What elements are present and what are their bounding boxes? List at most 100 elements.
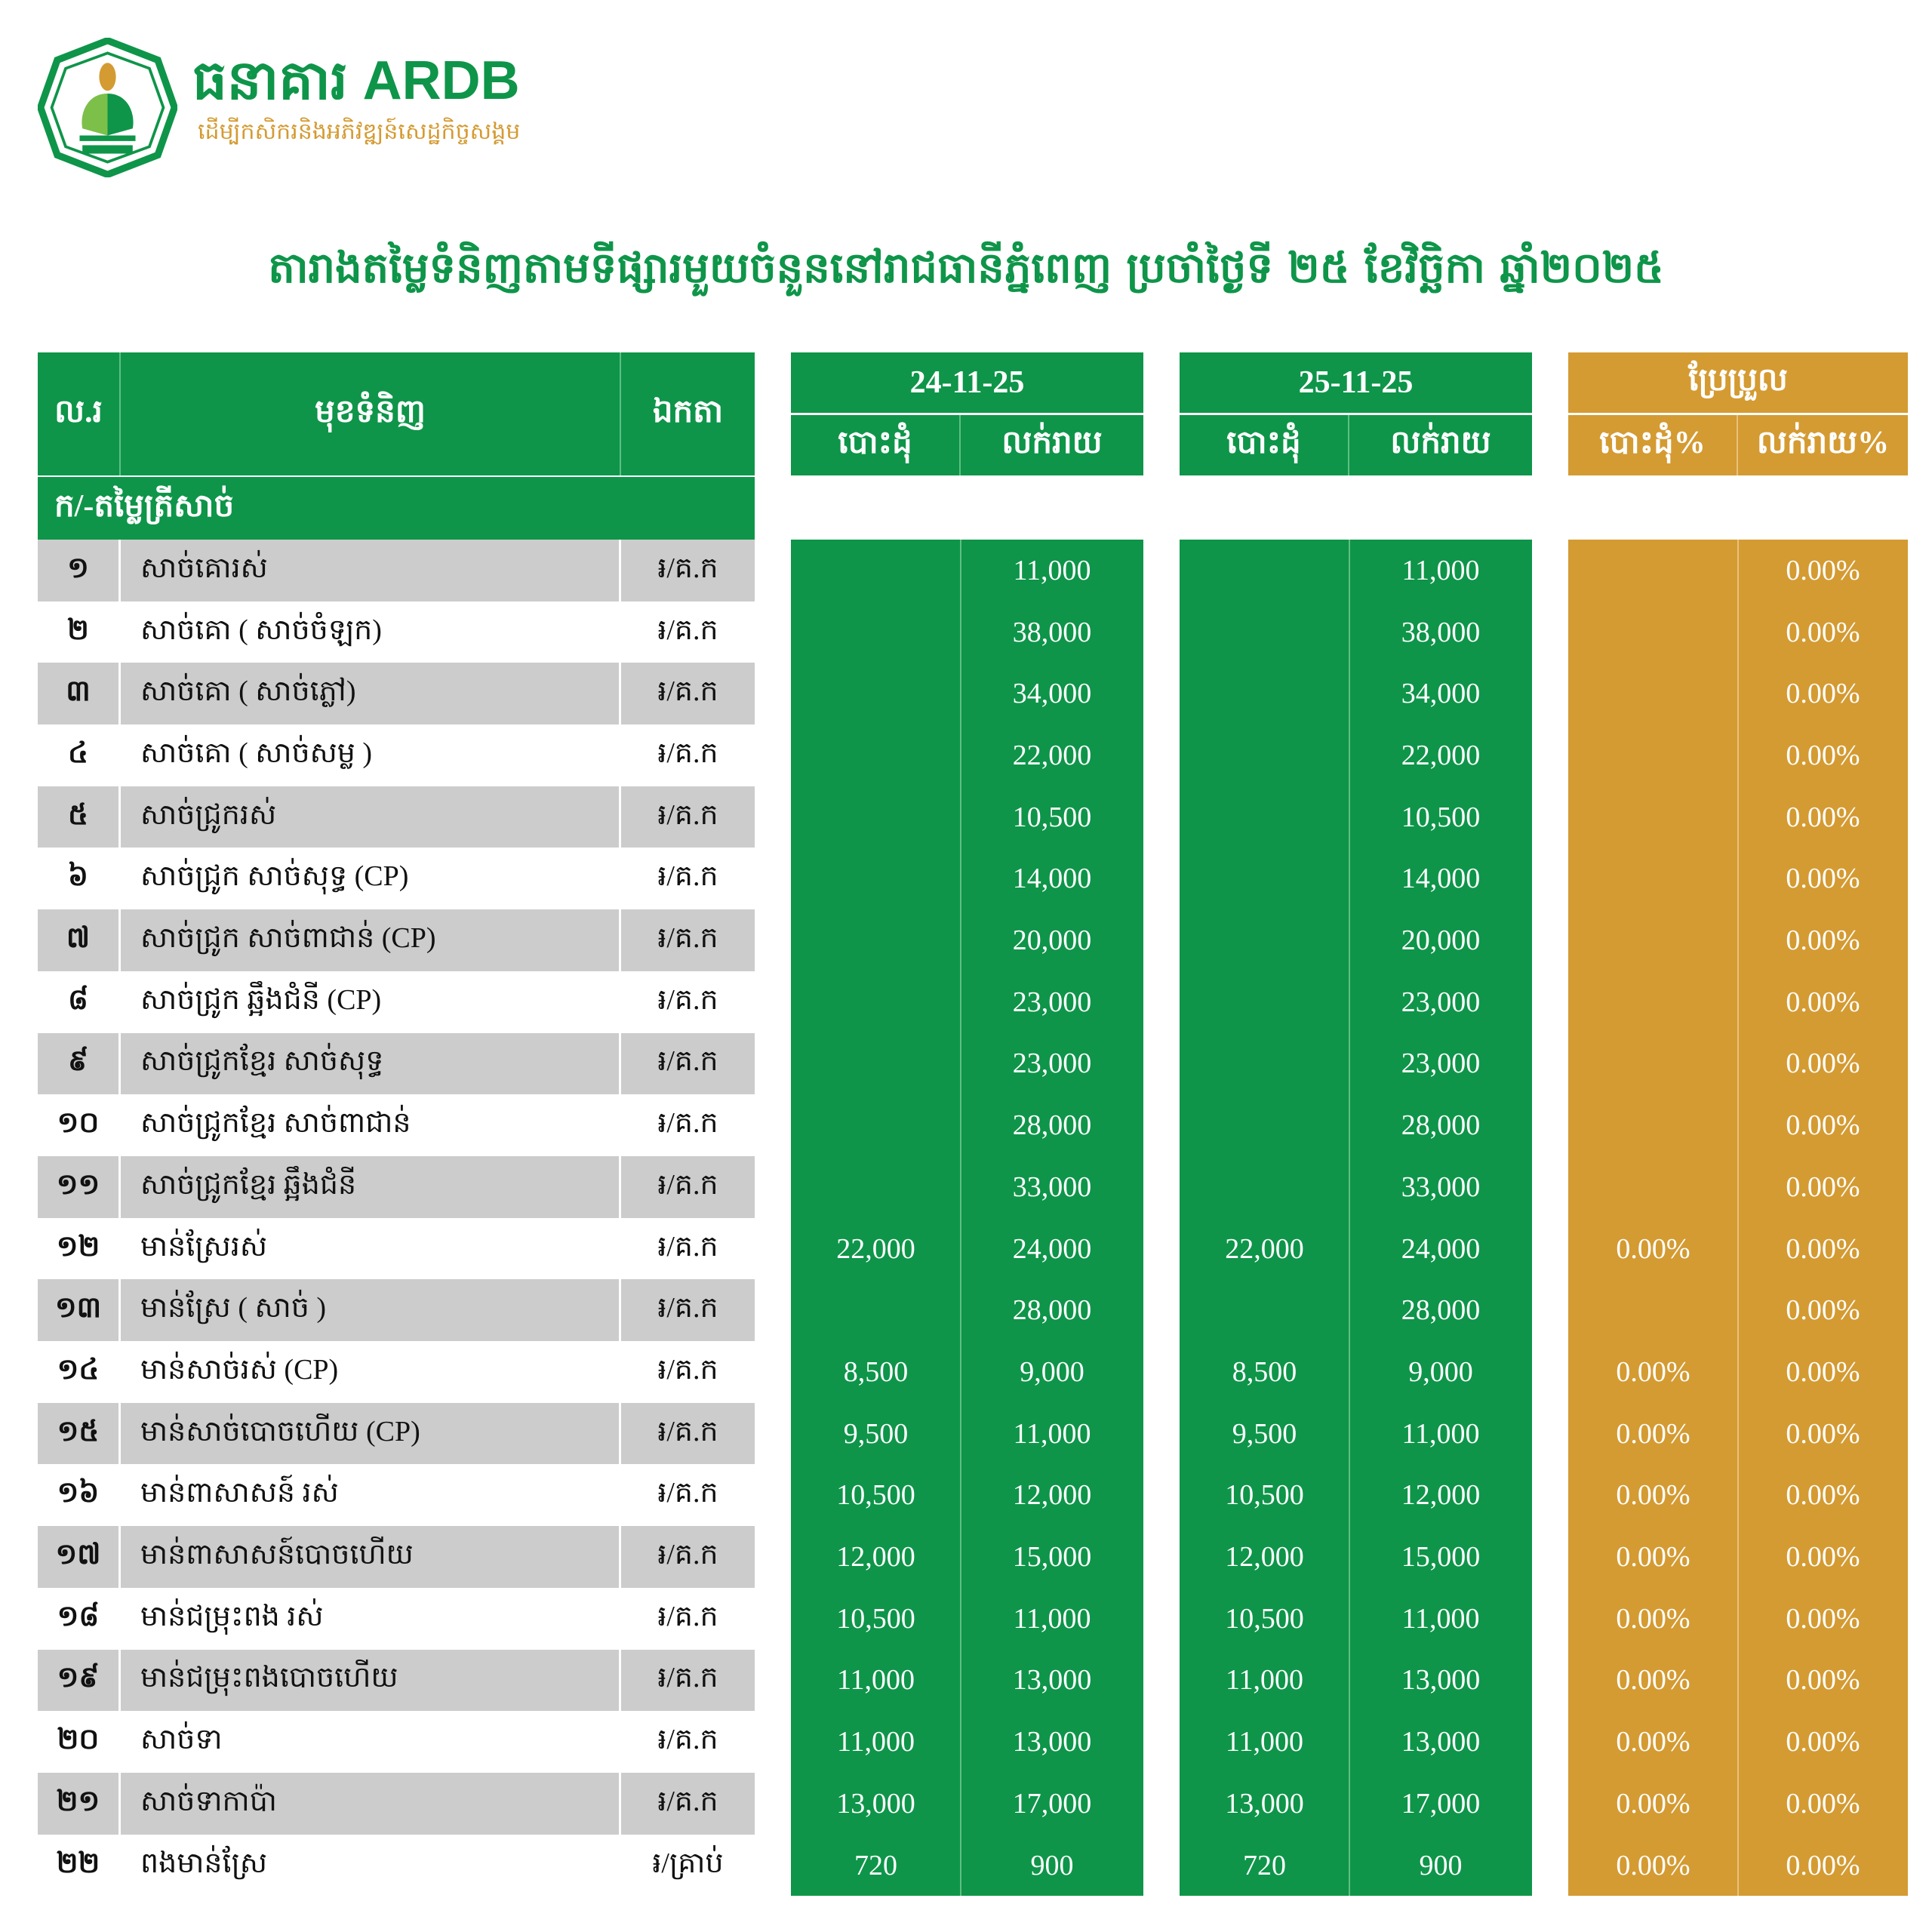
row-no: ១៥	[38, 1402, 121, 1465]
row-unit: ៛/គ.ក	[621, 1402, 755, 1465]
header-no: ល.រ	[38, 352, 121, 475]
date1-retail-cell: 23,000	[1012, 986, 1092, 1018]
row-no: ១៤	[38, 1341, 121, 1403]
change-retail-cell: 0.00%	[1786, 1109, 1860, 1142]
change-wholesale-cell: 0.00%	[1616, 1355, 1690, 1388]
date1-wholesale-cell: 22,000	[836, 1232, 915, 1265]
brand-tagline: ដើម្បីកសិករនិងអភិវឌ្ឍន៍សេដ្ឋកិច្ចសង្គម	[198, 118, 521, 145]
header-date2-wholesale: បោះដុំ	[1180, 415, 1349, 475]
date1-wholesale-cell	[791, 663, 961, 724]
row-no: ១២	[38, 1217, 121, 1280]
change-wholesale-cell: 0.00%	[1616, 1602, 1690, 1635]
date2-column-bg	[1180, 540, 1532, 1896]
change-retail-cell: 0.00%	[1786, 1417, 1860, 1450]
date2-retail-cell: 11,000	[1401, 1417, 1480, 1450]
header-date1-retail: លក់រាយ	[961, 415, 1143, 475]
date2-wholesale-cell	[1180, 971, 1349, 1033]
date1-retail-cell: 900	[1030, 1849, 1074, 1881]
change-wholesale-cell	[1568, 786, 1738, 848]
date1-wholesale-cell: 8,500	[843, 1355, 909, 1388]
date2-wholesale-cell	[1180, 1279, 1349, 1341]
date2-retail-cell: 17,000	[1401, 1787, 1481, 1820]
date1-retail-cell: 9,000	[1020, 1355, 1084, 1388]
date1-wholesale-cell: 12,000	[836, 1541, 915, 1574]
header-change: ប្រែប្រួល	[1568, 352, 1908, 413]
change-wholesale-cell: 0.00%	[1616, 1726, 1690, 1758]
row-item: សាច់គោ ( សាច់ចំឡក)	[121, 601, 621, 663]
date1-wholesale-cell	[791, 540, 961, 601]
row-no: ៦	[38, 848, 121, 910]
row-no: ១៣	[38, 1279, 121, 1342]
date2-wholesale-cell: 10,500	[1225, 1479, 1304, 1512]
row-no: ២	[38, 601, 121, 663]
row-no: ៧	[38, 909, 121, 971]
date1-wholesale-cell	[791, 971, 961, 1033]
row-no: ២២	[38, 1834, 121, 1897]
change-wholesale-cell	[1568, 1279, 1738, 1341]
row-item: សាច់ជ្រូក សាច់សុទ្ធ (CP)	[121, 848, 621, 910]
header-item: មុខទំនិញ	[121, 352, 621, 475]
date2-retail-cell: 23,000	[1401, 986, 1481, 1018]
row-no: ៩	[38, 1032, 121, 1095]
date1-retail-cell: 23,000	[1012, 1048, 1092, 1080]
row-unit: ៛/គ្រាប់	[621, 1834, 755, 1897]
date1-retail-cell: 11,000	[1013, 1602, 1091, 1635]
change-retail-cell: 0.00%	[1786, 1479, 1860, 1512]
row-unit: ៛/គ.ក	[621, 848, 755, 910]
date2-wholesale-cell	[1180, 540, 1349, 601]
date2-retail-cell: 38,000	[1401, 616, 1481, 648]
row-unit: ៛/គ.ក	[621, 601, 755, 663]
date1-retail-cell: 11,000	[1013, 1417, 1091, 1450]
row-unit: ៛/គ.ក	[621, 1032, 755, 1095]
change-divider	[1737, 540, 1739, 1896]
row-item: សាច់ជ្រូកខ្មែរ សាច់ពាជាន់	[121, 1094, 621, 1156]
date2-retail-cell: 900	[1419, 1849, 1463, 1881]
date1-retail-cell: 17,000	[1012, 1787, 1092, 1820]
change-wholesale-cell: 0.00%	[1616, 1541, 1690, 1574]
date1-divider	[960, 540, 961, 1896]
date2-retail-cell: 11,000	[1401, 1602, 1480, 1635]
header-date2-retail: លក់រាយ	[1349, 415, 1532, 475]
change-retail-cell: 0.00%	[1786, 554, 1860, 586]
date2-retail-cell: 13,000	[1401, 1664, 1481, 1697]
date1-wholesale-cell	[791, 724, 961, 786]
date2-retail-cell: 28,000	[1401, 1294, 1481, 1327]
date2-retail-cell: 20,000	[1401, 924, 1481, 957]
change-wholesale-cell: 0.00%	[1616, 1664, 1690, 1697]
row-unit: ៛/គ.ក	[621, 663, 755, 725]
row-unit: ៛/គ.ក	[621, 909, 755, 971]
row-item: មាន់សាច់រស់ (CP)	[121, 1341, 621, 1403]
row-unit: ៛/គ.ក	[621, 1156, 755, 1218]
date2-wholesale-cell	[1180, 1094, 1349, 1156]
change-retail-cell: 0.00%	[1786, 616, 1860, 648]
date2-wholesale-cell	[1180, 724, 1349, 786]
row-no: ២០	[38, 1711, 121, 1773]
date2-retail-cell: 34,000	[1401, 678, 1481, 710]
date2-wholesale-cell: 10,500	[1225, 1602, 1304, 1635]
change-retail-cell: 0.00%	[1786, 1602, 1860, 1635]
date2-retail-cell: 28,000	[1401, 1109, 1481, 1142]
change-wholesale-cell: 0.00%	[1616, 1417, 1690, 1450]
row-no: ១៦	[38, 1464, 121, 1527]
row-unit: ៛/គ.ក	[621, 786, 755, 848]
change-retail-cell: 0.00%	[1786, 801, 1860, 833]
date2-retail-cell: 13,000	[1401, 1726, 1481, 1758]
date1-retail-cell: 15,000	[1012, 1541, 1092, 1574]
date1-retail-cell: 14,000	[1012, 863, 1092, 895]
date2-wholesale-cell: 11,000	[1225, 1726, 1304, 1758]
row-item: មាន់ជម្រុះពង រស់	[121, 1587, 621, 1650]
row-no: ១៧	[38, 1526, 121, 1588]
date1-retail-cell: 10,500	[1012, 801, 1092, 833]
date2-retail-cell: 23,000	[1401, 1048, 1481, 1080]
change-wholesale-cell	[1568, 1156, 1738, 1218]
header-date2: 25-11-25	[1180, 352, 1532, 413]
date1-wholesale-cell: 9,500	[843, 1417, 909, 1450]
row-no: ១០	[38, 1094, 121, 1156]
header-date1: 24-11-25	[791, 352, 1143, 413]
header-unit: ឯកតា	[621, 352, 755, 475]
row-unit: ៛/គ.ក	[621, 724, 755, 786]
date1-wholesale-cell: 11,000	[836, 1664, 915, 1697]
date2-wholesale-cell: 12,000	[1225, 1541, 1304, 1574]
date2-wholesale-cell	[1180, 1156, 1349, 1218]
change-retail-cell: 0.00%	[1786, 1355, 1860, 1388]
